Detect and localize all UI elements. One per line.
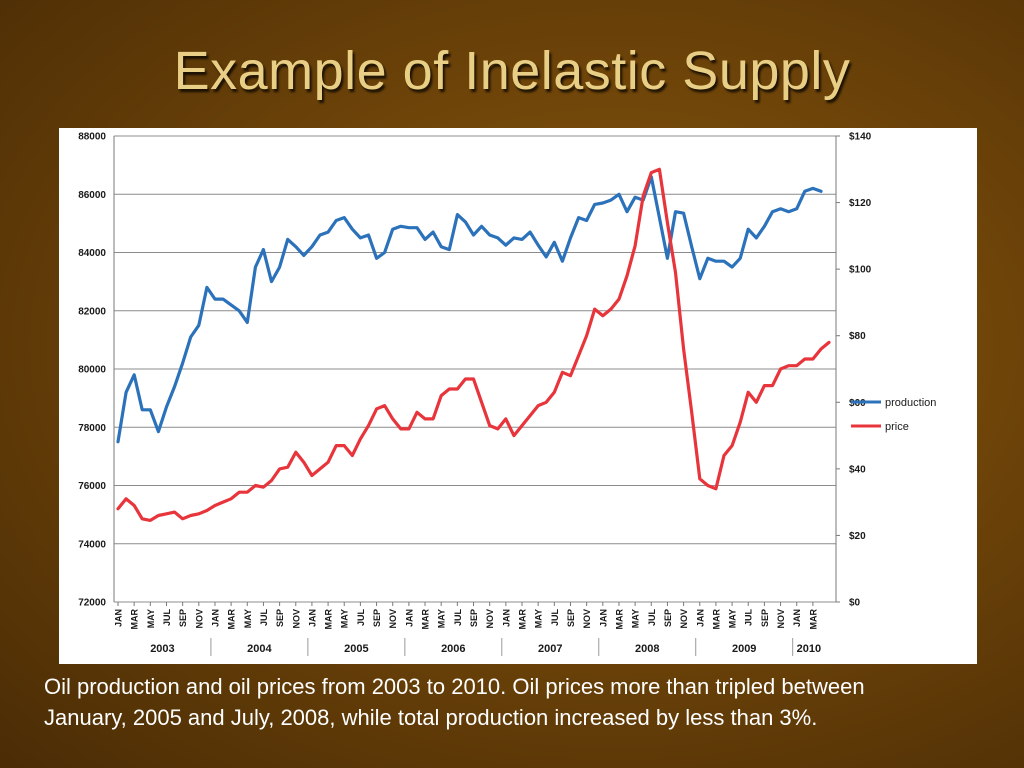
month-tick-label: JAN xyxy=(792,609,802,627)
month-tick-label: MAR xyxy=(324,609,334,630)
month-tick-label: MAR xyxy=(130,609,140,630)
month-tick-label: MAR xyxy=(227,609,237,630)
month-tick-label: MAR xyxy=(518,609,528,630)
left-tick-label: 84000 xyxy=(78,248,106,259)
left-tick-label: 86000 xyxy=(78,190,106,201)
month-tick-label: JUL xyxy=(162,609,172,627)
month-tick-label: SEP xyxy=(372,609,382,627)
right-tick-label: $40 xyxy=(849,464,866,475)
month-tick-label: MAY xyxy=(243,609,253,628)
month-tick-label: JUL xyxy=(453,609,463,627)
production-series-line xyxy=(116,175,823,444)
month-tick-label: JAN xyxy=(114,609,124,627)
left-tick-label: 78000 xyxy=(78,423,106,434)
month-tick-label: NOV xyxy=(776,609,786,629)
month-tick-label: JUL xyxy=(550,609,560,627)
month-tick-label: JAN xyxy=(598,609,608,627)
year-label: 2008 xyxy=(635,643,659,655)
month-tick-label: SEP xyxy=(275,609,285,627)
month-tick-label: NOV xyxy=(388,609,398,629)
left-tick-label: 76000 xyxy=(78,481,106,492)
month-tick-label: MAY xyxy=(437,609,447,628)
month-tick-label: SEP xyxy=(178,609,188,627)
month-tick-label: JUL xyxy=(744,609,754,627)
month-tick-label: MAY xyxy=(534,609,544,628)
legend-label: price xyxy=(885,421,909,433)
year-label: 2003 xyxy=(150,643,174,655)
left-tick-label: 72000 xyxy=(78,598,106,609)
month-tick-label: SEP xyxy=(469,609,479,627)
right-tick-label: $100 xyxy=(849,265,872,276)
month-tick-label: MAR xyxy=(421,609,431,630)
left-tick-label: 82000 xyxy=(78,306,106,317)
month-tick-label: JAN xyxy=(307,609,317,627)
month-tick-label: JUL xyxy=(356,609,366,627)
month-tick-label: MAY xyxy=(146,609,156,628)
month-tick-label: JAN xyxy=(695,609,705,627)
year-label: 2004 xyxy=(247,643,272,655)
month-tick-label: MAR xyxy=(808,609,818,630)
right-tick-label: $120 xyxy=(849,198,872,209)
chart-panel: 72000 74000 76000 78000 80000 82000 84000 86000… xyxy=(59,128,977,664)
month-tick-label: MAY xyxy=(340,609,350,628)
legend-label: production xyxy=(885,397,936,409)
year-label: 2005 xyxy=(344,643,368,655)
month-tick-label: JUL xyxy=(647,609,657,627)
month-tick-label: NOV xyxy=(291,609,301,629)
month-tick-label: JAN xyxy=(404,609,414,627)
price-series-line xyxy=(116,167,831,522)
slide-caption: Oil production and oil prices from 2003 … xyxy=(44,674,865,730)
month-tick-label: NOV xyxy=(194,609,204,629)
slide-title: Example of Inelastic Supply xyxy=(173,41,851,101)
month-tick-label: MAY xyxy=(631,609,641,628)
left-tick-label: 88000 xyxy=(78,132,106,143)
oil-chart: 72000 74000 76000 78000 80000 82000 84000 86000… xyxy=(78,132,936,656)
month-tick-label: SEP xyxy=(760,609,770,627)
right-tick-label: $20 xyxy=(849,531,866,542)
month-tick-label: SEP xyxy=(566,609,576,627)
year-label: 2006 xyxy=(441,643,465,655)
month-tick-label: MAR xyxy=(614,609,624,630)
year-label: 2009 xyxy=(732,643,756,655)
month-tick-label: MAY xyxy=(728,609,738,628)
month-tick-label: NOV xyxy=(582,609,592,629)
year-label: 2010 xyxy=(797,643,821,655)
month-tick-label: JAN xyxy=(210,609,220,627)
month-tick-label: NOV xyxy=(679,609,689,629)
month-tick-label: JUL xyxy=(259,609,269,627)
right-tick-label: $0 xyxy=(849,598,861,609)
left-tick-label: 80000 xyxy=(78,365,106,376)
month-tick-label: SEP xyxy=(663,609,673,627)
year-label: 2007 xyxy=(538,643,562,655)
month-tick-label: JAN xyxy=(501,609,511,627)
right-tick-label: $80 xyxy=(849,331,866,342)
month-tick-label: NOV xyxy=(485,609,495,629)
left-tick-label: 74000 xyxy=(78,539,106,550)
month-tick-label: MAR xyxy=(711,609,721,630)
right-tick-label: $140 xyxy=(849,132,872,143)
